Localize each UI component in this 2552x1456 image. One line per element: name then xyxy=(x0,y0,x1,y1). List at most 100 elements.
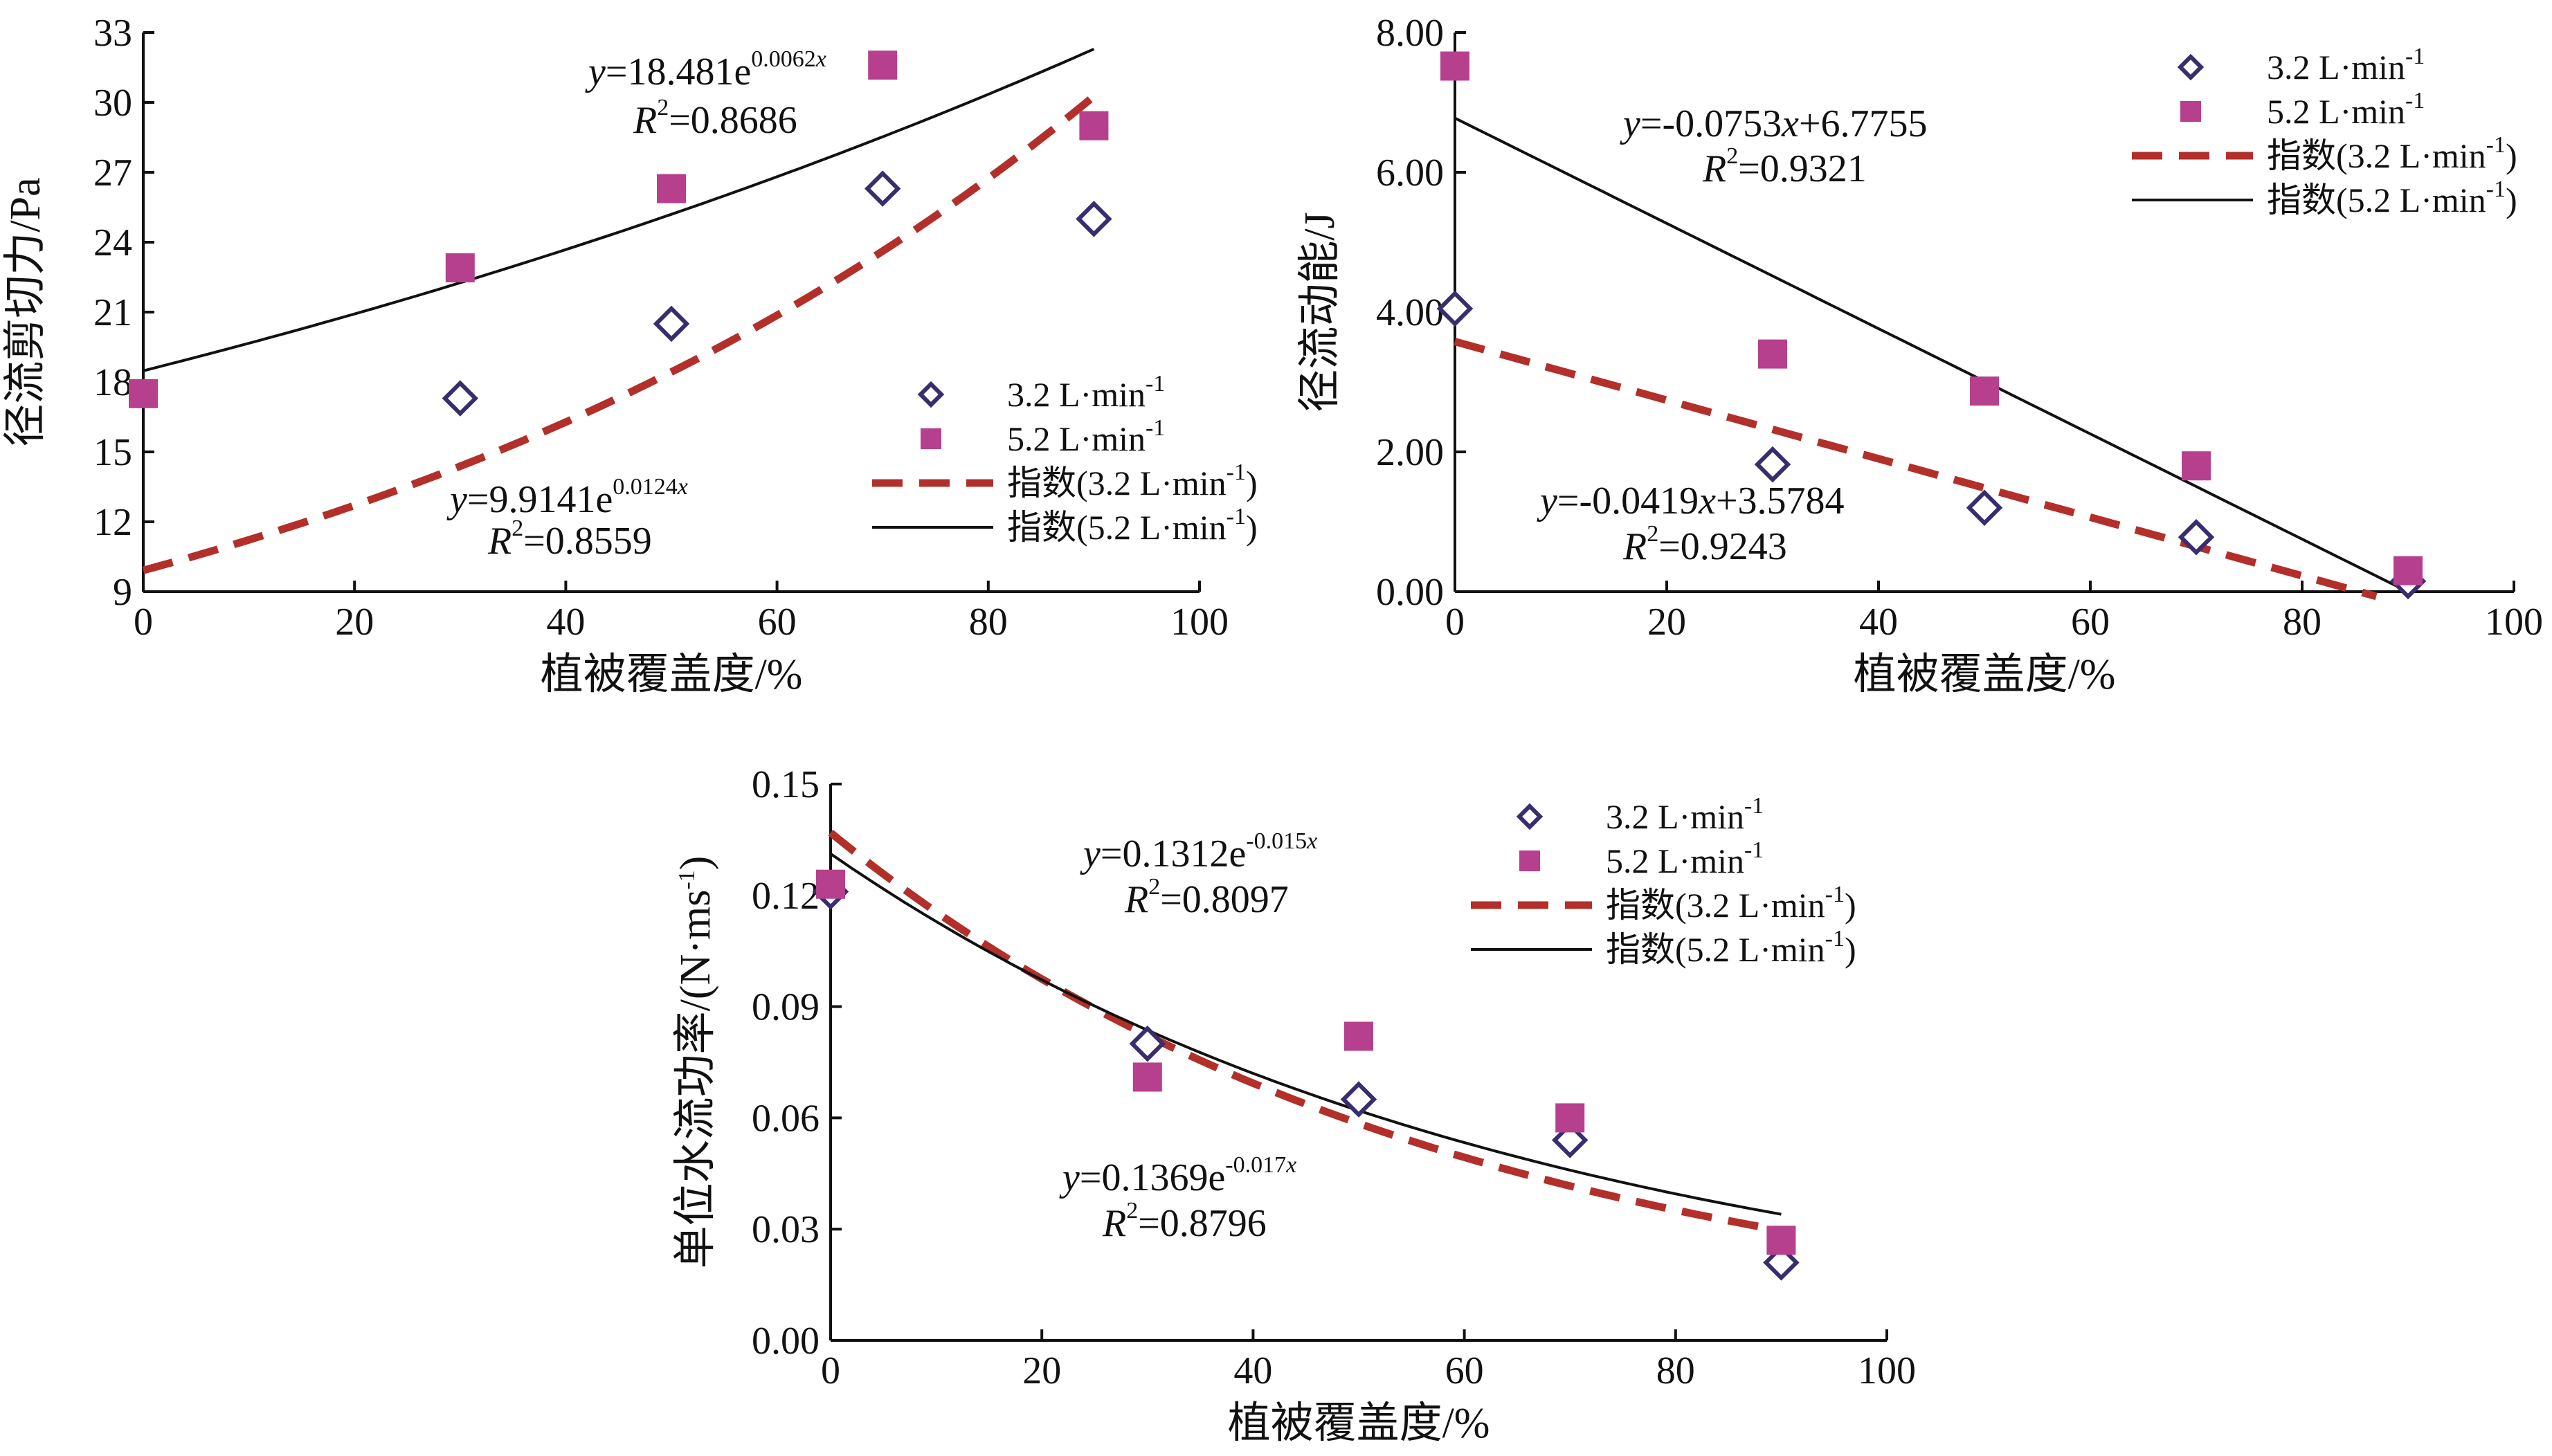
data-point-3-2 xyxy=(1340,1081,1377,1118)
y-tick-label: 2.00 xyxy=(1376,431,1444,474)
y-tick-label: 4.00 xyxy=(1376,291,1444,334)
x-tick-label: 0 xyxy=(821,1349,840,1392)
y-tick-label: 15 xyxy=(93,431,132,474)
legend-label: 5.2 L·min-1 xyxy=(1606,837,1764,880)
data-point-3-2 xyxy=(1129,1025,1166,1062)
fit-curve-5-2 xyxy=(829,853,1782,1216)
y-tick-label: 21 xyxy=(93,291,132,334)
x-axis-title: 植被覆盖度/% xyxy=(541,651,803,698)
data-point-5-2 xyxy=(657,174,686,203)
chart-panel-3: 0.00 0.03 0.06 0.09 0.12 0.15 0 20 40 60 80 100 植被覆盖… xyxy=(672,763,1916,1447)
y-tick-label: 0.00 xyxy=(752,1320,820,1363)
legend-label: 3.2 L·min-1 xyxy=(1007,371,1165,414)
legend-square-icon xyxy=(2180,101,2201,122)
y-tick-label: 0.00 xyxy=(1376,571,1444,614)
x-axis-title: 植被覆盖度/% xyxy=(1854,651,2116,698)
x-tick-label: 80 xyxy=(2283,601,2322,644)
legend-diamond-icon xyxy=(1516,803,1544,830)
data-point-3-2 xyxy=(1551,1122,1589,1158)
legend-square-icon xyxy=(1519,850,1540,871)
y-tick-label: 9 xyxy=(113,571,132,614)
fit-equation: y=9.9141e0.0124x xyxy=(446,474,688,521)
y-tick-label: 0.12 xyxy=(752,875,820,918)
fit-curve-5-2 xyxy=(143,48,1095,372)
y-tick-label: 0.09 xyxy=(752,986,820,1029)
legend-label: 指数(3.2 L·min-1) xyxy=(1606,882,1856,925)
data-point-3-2 xyxy=(1754,446,1791,483)
y-tick-label: 33 xyxy=(93,12,132,55)
data-point-5-2 xyxy=(1079,111,1109,140)
x-tick-label: 40 xyxy=(1859,601,1898,644)
data-point-5-2 xyxy=(1132,1062,1162,1092)
fit-curve-3-2 xyxy=(1454,338,2378,601)
fit-equation: y=-0.0753x+6.7755 xyxy=(1620,102,1928,145)
legend-square-icon xyxy=(921,428,941,449)
legend-label: 5.2 L·min-1 xyxy=(1007,415,1165,458)
data-point-5-2 xyxy=(1766,1226,1796,1255)
x-axis-title: 植被覆盖度/% xyxy=(1228,1400,1490,1447)
x-tick-label: 20 xyxy=(1647,601,1686,644)
fit-equation: y=0.1369e-0.017x xyxy=(1059,1152,1296,1199)
data-point-5-2 xyxy=(1758,339,1787,369)
x-tick-label: 40 xyxy=(1233,1349,1272,1392)
x-tick-label: 100 xyxy=(1170,601,1229,644)
y-tick-label: 0.03 xyxy=(752,1208,820,1251)
data-point-3-2 xyxy=(864,170,901,207)
fit-r-squared: R2=0.8559 xyxy=(487,516,652,563)
data-point-5-2 xyxy=(1970,376,1999,406)
x-tick-label: 60 xyxy=(1445,1349,1484,1392)
data-point-5-2 xyxy=(816,869,845,899)
legend-label: 指数(3.2 L·min-1) xyxy=(2267,132,2517,175)
data-point-5-2 xyxy=(2182,451,2211,481)
legend-label: 指数(5.2 L·min-1) xyxy=(1606,926,1856,969)
fit-curve-3-2 xyxy=(142,93,1096,574)
data-point-3-2 xyxy=(2178,518,2215,556)
y-tick-label: 18 xyxy=(93,361,132,404)
fit-r-squared: R2=0.8686 xyxy=(633,95,797,142)
legend-label: 指数(5.2 L·min-1) xyxy=(2267,176,2517,219)
x-tick-label: 40 xyxy=(546,601,585,644)
chart-panel-2: 0.00 2.00 4.00 6.00 8.00 0 20 40 60 80 100 植被覆盖度/% 径… xyxy=(1296,12,2543,698)
x-tick-label: 100 xyxy=(1858,1349,1916,1392)
legend-label: 指数(3.2 L·min-1) xyxy=(1007,459,1258,502)
y-tick-label: 30 xyxy=(93,82,132,125)
y-tick-label: 0.06 xyxy=(752,1097,820,1140)
data-point-5-2 xyxy=(129,379,158,408)
legend: 3.2 L·min-15.2 L·min-1指数(3.2 L·min-1)指数(… xyxy=(1471,793,1856,969)
data-point-3-2 xyxy=(1966,489,2003,527)
y-tick-label: 24 xyxy=(93,221,132,264)
fit-curve-5-2 xyxy=(1454,116,2409,593)
data-point-3-2 xyxy=(442,380,479,417)
y-tick-label: 12 xyxy=(93,501,132,544)
x-tick-label: 0 xyxy=(1445,601,1465,644)
legend-diamond-icon xyxy=(917,381,945,408)
legend: 3.2 L·min-15.2 L·min-1指数(3.2 L·min-1)指数(… xyxy=(872,371,1258,547)
x-tick-label: 20 xyxy=(1022,1349,1061,1392)
legend-label: 3.2 L·min-1 xyxy=(2267,44,2425,87)
x-tick-label: 80 xyxy=(1656,1349,1695,1392)
x-tick-label: 20 xyxy=(335,601,374,644)
data-point-5-2 xyxy=(1555,1103,1585,1133)
data-point-5-2 xyxy=(445,253,475,283)
fit-r-squared: R2=0.9321 xyxy=(1702,143,1867,190)
data-point-5-2 xyxy=(2393,556,2423,585)
y-axis-title: 径流剪切力/Pa xyxy=(2,177,49,446)
y-tick-label: 8.00 xyxy=(1376,12,1444,55)
data-point-5-2 xyxy=(1440,51,1469,81)
data-point-3-2 xyxy=(1763,1244,1800,1281)
y-tick-label: 6.00 xyxy=(1376,152,1444,194)
y-axis-title: 单位水流功率/(N·ms-1) xyxy=(672,856,719,1269)
x-tick-label: 60 xyxy=(2071,601,2110,644)
data-point-3-2 xyxy=(1436,290,1474,327)
fit-equation: y=-0.0419x+3.5784 xyxy=(1537,480,1845,522)
y-tick-label: 0.15 xyxy=(752,763,820,806)
legend-label: 3.2 L·min-1 xyxy=(1606,793,1764,836)
legend-label: 5.2 L·min-1 xyxy=(2267,88,2425,131)
data-point-5-2 xyxy=(1344,1021,1373,1051)
data-point-3-2 xyxy=(653,305,690,343)
fit-r-squared: R2=0.8097 xyxy=(1124,874,1289,921)
y-tick-label: 27 xyxy=(93,152,132,194)
data-point-3-2 xyxy=(1076,201,1112,237)
fit-equation: y=18.481e0.0062x xyxy=(585,46,826,93)
